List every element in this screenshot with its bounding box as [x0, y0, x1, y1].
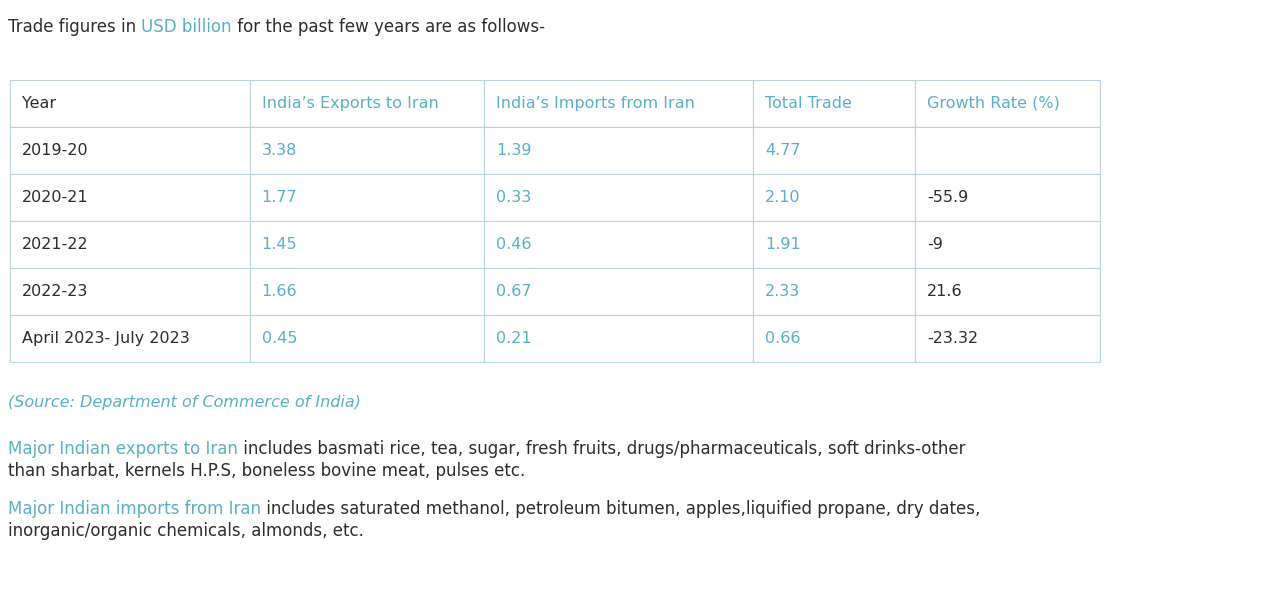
Bar [753, 315, 916, 362]
Bar [10, 127, 250, 174]
Bar [753, 127, 916, 174]
Text: -23.32: -23.32 [927, 331, 978, 346]
Bar [916, 127, 1099, 174]
Bar [250, 174, 484, 221]
Text: (Source: Department of Commerce of India): (Source: Department of Commerce of India… [8, 395, 361, 410]
Text: inorganic/organic chemicals, almonds, etc.: inorganic/organic chemicals, almonds, et… [8, 522, 364, 540]
Text: 1.66: 1.66 [262, 284, 298, 299]
Text: 1.45: 1.45 [262, 237, 298, 252]
Bar [250, 127, 484, 174]
Text: Trade figures in: Trade figures in [8, 18, 142, 36]
Text: 0.66: 0.66 [765, 331, 801, 346]
Bar [250, 221, 484, 268]
Text: Major Indian imports from Iran: Major Indian imports from Iran [8, 500, 261, 518]
Text: 2022-23: 2022-23 [22, 284, 88, 299]
Text: 2019-20: 2019-20 [22, 143, 88, 158]
Bar [916, 80, 1099, 127]
Bar [916, 174, 1099, 221]
Bar [10, 315, 250, 362]
Text: 2.10: 2.10 [765, 190, 801, 205]
Text: than sharbat, kernels H.P.S, boneless bovine meat, pulses etc.: than sharbat, kernels H.P.S, boneless bo… [8, 462, 525, 480]
Bar [10, 174, 250, 221]
Bar [10, 221, 250, 268]
Text: Year: Year [22, 96, 56, 111]
Text: April 2023- July 2023: April 2023- July 2023 [22, 331, 190, 346]
Text: 2021-22: 2021-22 [22, 237, 88, 252]
Bar [753, 80, 916, 127]
Text: 1.77: 1.77 [262, 190, 298, 205]
Text: includes basmati rice, tea, sugar, fresh fruits, drugs/pharmaceuticals, soft dri: includes basmati rice, tea, sugar, fresh… [238, 440, 965, 458]
Bar [753, 221, 916, 268]
Text: -9: -9 [927, 237, 944, 252]
Bar [484, 80, 753, 127]
Text: 0.45: 0.45 [262, 331, 298, 346]
Bar [250, 315, 484, 362]
Bar [916, 268, 1099, 315]
Text: Major Indian exports to Iran: Major Indian exports to Iran [8, 440, 238, 458]
Text: India’s Imports from Iran: India’s Imports from Iran [497, 96, 696, 111]
Bar [484, 268, 753, 315]
Bar [250, 268, 484, 315]
Text: 3.38: 3.38 [262, 143, 298, 158]
Bar [753, 174, 916, 221]
Bar [10, 268, 250, 315]
Text: -55.9: -55.9 [927, 190, 968, 205]
Bar [484, 127, 753, 174]
Text: USD billion: USD billion [142, 18, 232, 36]
Bar [484, 315, 753, 362]
Text: 0.21: 0.21 [497, 331, 533, 346]
Bar [484, 221, 753, 268]
Text: 1.91: 1.91 [765, 237, 801, 252]
Text: 0.46: 0.46 [497, 237, 533, 252]
Text: 21.6: 21.6 [927, 284, 963, 299]
Text: 4.77: 4.77 [765, 143, 801, 158]
Bar [916, 221, 1099, 268]
Bar [753, 268, 916, 315]
Text: 0.67: 0.67 [497, 284, 533, 299]
Bar [484, 174, 753, 221]
Text: for the past few years are as follows-: for the past few years are as follows- [232, 18, 545, 36]
Text: India’s Exports to Iran: India’s Exports to Iran [262, 96, 438, 111]
Text: 1.39: 1.39 [497, 143, 533, 158]
Bar [10, 80, 250, 127]
Text: 2020-21: 2020-21 [22, 190, 88, 205]
Bar [916, 315, 1099, 362]
Bar [250, 80, 484, 127]
Text: Total Trade: Total Trade [765, 96, 852, 111]
Text: 2.33: 2.33 [765, 284, 801, 299]
Text: includes saturated methanol, petroleum bitumen, apples,liquified propane, dry da: includes saturated methanol, petroleum b… [261, 500, 981, 518]
Text: Growth Rate (%): Growth Rate (%) [927, 96, 1060, 111]
Text: 0.33: 0.33 [497, 190, 531, 205]
